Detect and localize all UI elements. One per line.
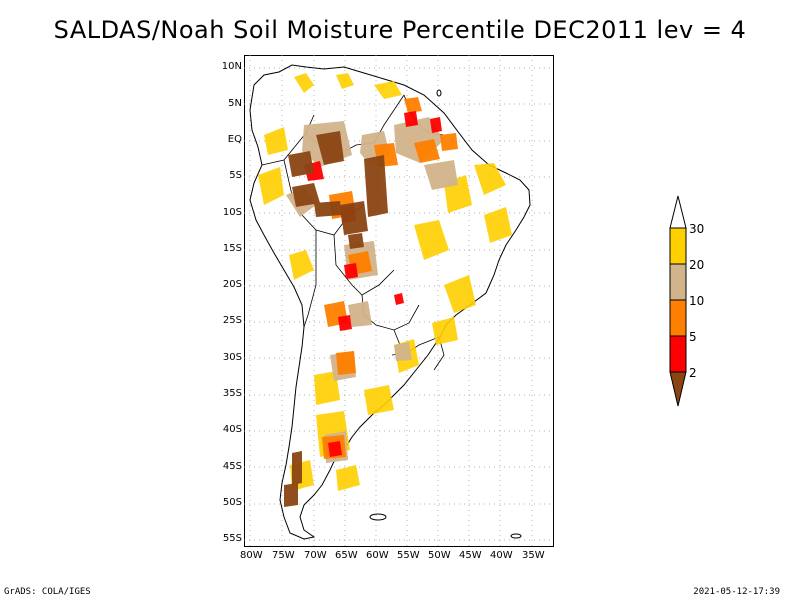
colorbar-label: 5	[689, 330, 697, 344]
lat-tick-label: 10S	[222, 207, 242, 218]
map-title: SALDAS/Noah Soil Moisture Percentile DEC…	[53, 16, 747, 44]
lat-tick-label: 25S	[222, 315, 242, 326]
lon-tick-label: 55W	[397, 550, 420, 561]
lat-tick-label: 10N	[221, 61, 242, 72]
lon-tick-label: 80W	[240, 550, 263, 561]
lon-tick-label: 35W	[522, 550, 545, 561]
colorbar-label: 10	[689, 294, 705, 308]
lat-axis-labels: 10N 5N EQ 5S 10S 15S 20S 25S 30S 35S 40S…	[210, 55, 242, 547]
lat-tick-label: 5S	[229, 170, 242, 181]
lat-tick-label: 15S	[222, 243, 242, 254]
lat-tick-label: EQ	[227, 134, 242, 145]
lon-tick-label: 40W	[490, 550, 513, 561]
percentile-field	[258, 73, 512, 507]
lon-tick-label: 50W	[428, 550, 451, 561]
lon-tick-label: 60W	[366, 550, 389, 561]
lon-tick-label: 70W	[304, 550, 327, 561]
lat-tick-label: 45S	[222, 461, 242, 472]
colorbar	[669, 195, 687, 407]
footer-credit: GrADS: COLA/IGES	[4, 587, 91, 597]
colorbar-bin-5-10	[669, 299, 687, 337]
map-frame: 10N	[244, 55, 554, 547]
colorbar-bin-10-20	[669, 263, 687, 301]
lat-tick-label: 20S	[222, 279, 242, 290]
colorbar-top-arrow	[669, 195, 687, 229]
lon-axis-labels: 80W 75W 70W 65W 60W 55W 50W 45W 40W 35W	[230, 550, 570, 564]
colorbar-label: 20	[689, 258, 705, 272]
colorbar-labels: 30 20 10 5 2	[689, 190, 719, 410]
colorbar-label: 2	[689, 366, 697, 380]
south-america-outline	[249, 64, 531, 540]
lon-tick-label: 75W	[272, 550, 295, 561]
colorbar-bin-2-5	[669, 335, 687, 373]
islands	[369, 89, 522, 539]
colorbar-bottom-arrow	[669, 371, 687, 407]
lat-tick-label: 40S	[222, 424, 242, 435]
lat-tick-label: 35S	[222, 388, 242, 399]
lat-tick-label: 55S	[222, 533, 242, 544]
lon-tick-label: 45W	[459, 550, 482, 561]
colorbar-bin-20-30	[669, 227, 687, 265]
lat-tick-label: 5N	[228, 98, 242, 109]
lat-tick-label: 50S	[222, 497, 242, 508]
lon-tick-label: 65W	[335, 550, 358, 561]
colorbar-label: 30	[689, 222, 705, 236]
footer-timestamp: 2021-05-12-17:39	[693, 587, 780, 597]
lat-tick-label: 30S	[222, 352, 242, 363]
